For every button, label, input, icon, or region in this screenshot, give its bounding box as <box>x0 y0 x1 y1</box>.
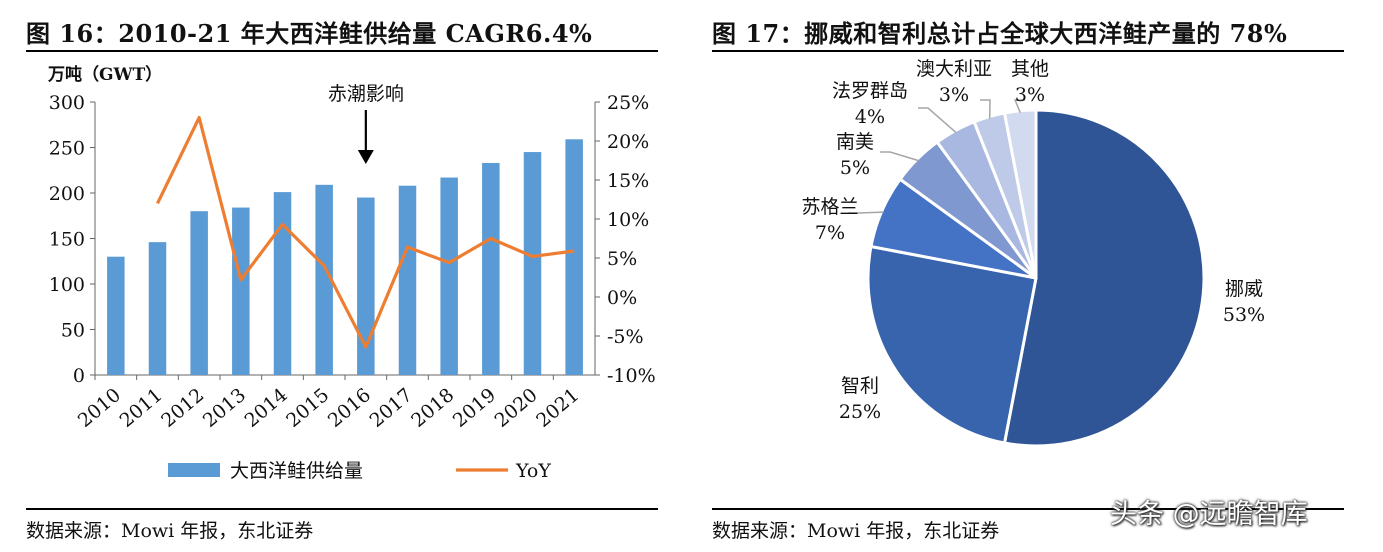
pie-slice-label: 其他 <box>1011 58 1049 80</box>
bar <box>357 197 375 375</box>
pie-leader-line <box>1013 99 1025 114</box>
x-tick-label: 2010 <box>74 384 125 432</box>
pie-chart: 挪威 53% 智利 25% 苏格兰 7% 南美 5% 法罗群岛 4% 澳大利亚 3% 其他 3% <box>801 58 1265 448</box>
bar <box>565 139 583 375</box>
pie-slice-label: 智利 <box>841 375 879 397</box>
pie-leader-line <box>980 99 991 119</box>
pie-slice-value: 7% <box>815 222 845 244</box>
right-figure-panel: 图 17：挪威和智利总计占全球大西洋鲑产量的 78% 挪威 53% 智利 25% 苏格兰… <box>700 0 1383 552</box>
bar <box>190 211 208 375</box>
left-y-tick-label: 200 <box>49 183 85 205</box>
pie-slice-label: 苏格兰 <box>801 196 858 218</box>
legend-label-line: YoY <box>515 460 551 482</box>
bar <box>398 185 417 375</box>
x-tick-label: 2019 <box>449 384 500 432</box>
left-figure-panel: 图 16：2010-21 年大西洋鲑供给量 CAGR6.4% 万吨（GWT） 0 5… <box>0 0 675 552</box>
x-tick-label: 2012 <box>157 384 208 432</box>
pie-leader-line <box>880 151 919 162</box>
right-y-tick-label: -10% <box>607 365 656 387</box>
right-figure-title: 图 17：挪威和智利总计占全球大西洋鲑产量的 78% <box>712 19 1288 48</box>
pie-slice-label: 挪威 <box>1225 278 1263 300</box>
bar <box>107 256 125 375</box>
bar <box>440 177 458 375</box>
x-tick-label: 2014 <box>241 384 292 432</box>
annotation-label: 赤潮影响 <box>328 83 404 105</box>
left-figure-title: 图 16：2010-21 年大西洋鲑供给量 CAGR6.4% <box>26 19 593 48</box>
yoy-series-line <box>156 115 575 349</box>
x-tick-label: 2021 <box>532 384 583 432</box>
bar <box>315 184 333 375</box>
x-tick-label: 2016 <box>324 384 375 432</box>
bar <box>482 162 500 375</box>
pie-slice-value: 3% <box>939 84 969 106</box>
annotation-arrow-head <box>357 150 374 164</box>
right-figure-source: 数据来源：Mowi 年报，东北证券 <box>712 520 1000 542</box>
left-title-rule <box>26 50 658 52</box>
pie-slice-label: 澳大利亚 <box>916 58 992 80</box>
x-tick-label: 2011 <box>116 384 167 432</box>
right-y-tick-label: -5% <box>607 326 644 348</box>
watermark: 头条 @远瞻智库 <box>1110 499 1308 530</box>
left-y-tick-label: 250 <box>49 138 85 160</box>
right-title-rule <box>712 50 1344 52</box>
right-y-tick-label: 15% <box>607 170 649 192</box>
left-y-tick-label: 100 <box>49 274 85 296</box>
pie-slice-label: 南美 <box>836 131 874 153</box>
left-y-tick-label: 50 <box>61 320 85 342</box>
pie-slice <box>1003 108 1206 448</box>
left-axis-unit-label: 万吨（GWT） <box>47 64 162 85</box>
pie-slice-value: 3% <box>1015 84 1045 106</box>
x-tick-label: 2017 <box>366 384 417 432</box>
pie-slice-value: 5% <box>840 157 870 179</box>
right-y-tick-label: 5% <box>607 248 637 270</box>
right-y-tick-label: 20% <box>607 131 649 153</box>
pie-slice-value: 25% <box>839 401 881 423</box>
left-figure-source: 数据来源：Mowi 年报，东北证券 <box>26 520 314 542</box>
pie-leader-line <box>848 211 884 214</box>
left-y-tick-label: 0 <box>73 365 85 387</box>
left-y-tick-label: 300 <box>49 92 85 114</box>
bar <box>148 242 167 375</box>
bar <box>523 152 542 375</box>
x-tick-label: 2018 <box>407 384 458 432</box>
pie-slice <box>866 245 1038 445</box>
right-source-rule <box>712 508 1344 510</box>
left-source-rule <box>26 508 658 510</box>
bar <box>232 207 250 375</box>
pie-slice-label: 法罗群岛 <box>832 80 908 102</box>
right-y-tick-label: 0% <box>607 287 637 309</box>
pie-leader-line <box>918 107 957 134</box>
right-y-tick-label: 10% <box>607 209 649 231</box>
legend-swatch-bar <box>168 463 220 477</box>
pie-slice-value: 53% <box>1223 304 1265 326</box>
left-y-tick-label: 150 <box>49 229 85 251</box>
pie-slice-value: 4% <box>855 106 885 128</box>
x-tick-label: 2020 <box>491 384 542 432</box>
x-tick-label: 2013 <box>199 384 250 432</box>
right-y-tick-label: 25% <box>607 92 649 114</box>
legend-label-bar: 大西洋鲑供给量 <box>230 460 363 482</box>
bar <box>273 192 292 375</box>
bar-line-chart: 万吨（GWT） 0 50 100 150 200 250 300 -10% -5% 0% 5% 10% 1… <box>47 64 656 482</box>
x-tick-label: 2015 <box>282 384 333 432</box>
